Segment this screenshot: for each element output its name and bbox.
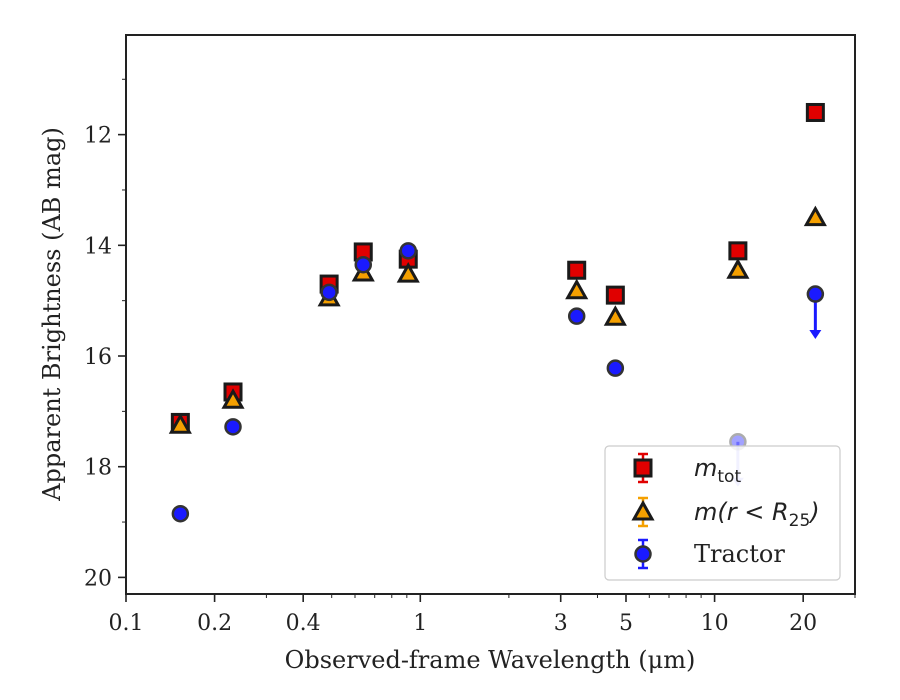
x-tick-label: 10 bbox=[701, 611, 729, 636]
x-axis-label: Observed-frame Wavelength (μm) bbox=[285, 646, 696, 674]
data-point bbox=[606, 359, 625, 377]
data-point bbox=[605, 285, 625, 305]
x-tick-label: 1 bbox=[413, 611, 427, 636]
legend-label: m(r < R25) bbox=[694, 498, 820, 531]
x-axis-ticks: 0.1 0.2 0.4 1 3 5 10 20 bbox=[109, 594, 856, 636]
y-tick-label: 20 bbox=[84, 566, 112, 591]
legend-marker bbox=[631, 499, 655, 521]
data-point bbox=[354, 255, 373, 274]
legend-entry: m(r < R25) bbox=[631, 496, 820, 531]
y-axis-label: Apparent Brightness (AB mag) bbox=[38, 127, 66, 502]
plot-frame bbox=[125, 34, 856, 595]
data-marks bbox=[168, 102, 827, 523]
data-point bbox=[171, 504, 190, 523]
data-point bbox=[224, 418, 242, 436]
data-point bbox=[399, 242, 417, 260]
legend-marker bbox=[634, 545, 652, 563]
x-tick-label: 20 bbox=[789, 611, 817, 636]
data-point bbox=[806, 285, 825, 303]
data-point bbox=[396, 262, 420, 283]
data-point bbox=[805, 102, 825, 122]
legend-entry: mtot bbox=[633, 452, 741, 487]
data-point bbox=[728, 241, 748, 261]
x-tick-label: 0.1 bbox=[109, 611, 144, 636]
x-tick-label: 0.4 bbox=[286, 611, 321, 636]
legend-marker bbox=[633, 458, 653, 478]
data-point bbox=[567, 307, 586, 325]
legend-box bbox=[604, 445, 841, 581]
legend-entry: Tractor bbox=[634, 538, 785, 570]
data-point bbox=[567, 260, 587, 280]
data-point bbox=[168, 413, 192, 434]
data-point bbox=[726, 258, 750, 279]
data-point bbox=[221, 388, 245, 409]
x-tick-label: 3 bbox=[554, 611, 568, 636]
y-tick-label: 16 bbox=[84, 345, 112, 370]
y-tick-label: 12 bbox=[84, 124, 112, 149]
y-axis-ticks: 12 14 16 18 20 bbox=[84, 78, 126, 591]
data-point bbox=[603, 305, 627, 326]
data-point bbox=[565, 278, 589, 300]
data-point bbox=[803, 205, 827, 227]
legend-label: mtot bbox=[694, 454, 741, 487]
data-point bbox=[320, 283, 338, 302]
x-tick-label: 5 bbox=[619, 611, 633, 636]
x-tick-label: 0.2 bbox=[197, 611, 232, 636]
legend: mtot m(r < R25) Tractor bbox=[604, 445, 841, 581]
y-tick-label: 18 bbox=[84, 456, 112, 481]
legend-label: Tractor bbox=[694, 540, 785, 568]
y-tick-label: 14 bbox=[84, 234, 112, 259]
